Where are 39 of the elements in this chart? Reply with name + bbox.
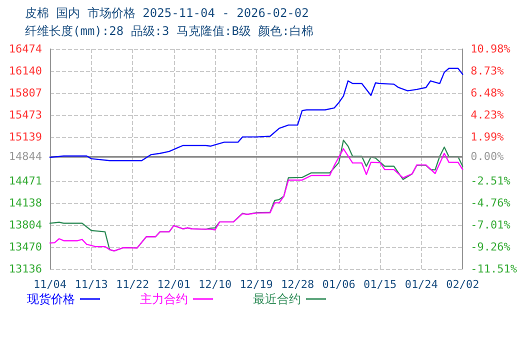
y2-tick-label: 1.99% bbox=[470, 130, 504, 144]
x-tick-label: 12/01 bbox=[157, 278, 190, 291]
y-tick-label: 15473 bbox=[8, 108, 42, 122]
y-tick-label: 13470 bbox=[8, 240, 42, 254]
y2-tick-label: -9.26% bbox=[470, 240, 511, 254]
y2-tick-label: 8.73% bbox=[470, 64, 504, 78]
x-tick-label: 02/02 bbox=[446, 278, 480, 291]
y-tick-label: 14138 bbox=[8, 196, 42, 210]
x-tick-label: 01/06 bbox=[322, 278, 356, 291]
line-series bbox=[49, 68, 464, 162]
y-tick-label: 14844 bbox=[8, 150, 42, 163]
y-tick-label: 16140 bbox=[8, 64, 42, 78]
y-tick-label: 13804 bbox=[8, 218, 42, 232]
y2-tick-label: 10.98% bbox=[470, 42, 511, 56]
legend-label: 现货价格 bbox=[27, 292, 75, 306]
y2-tick-label: -4.76% bbox=[470, 196, 511, 210]
y-tick-label: 14471 bbox=[8, 174, 42, 188]
x-tick-label: 01/15 bbox=[364, 278, 397, 291]
y2-tick-label: -11.51% bbox=[470, 262, 518, 276]
y2-tick-label: -7.01% bbox=[470, 218, 511, 232]
legend-label: 主力合约 bbox=[140, 292, 188, 306]
y-tick-label: 15139 bbox=[8, 130, 42, 144]
chart-title: 皮棉 国内 市场价格 2025-11-04 - 2026-02-02 bbox=[25, 6, 309, 20]
y2-tick-label: 6.48% bbox=[470, 86, 504, 100]
x-tick-label: 01/24 bbox=[404, 278, 438, 291]
x-tick-label: 11/04 bbox=[33, 278, 67, 291]
x-tick-label: 12/10 bbox=[198, 278, 232, 291]
x-tick-label: 11/22 bbox=[116, 278, 150, 291]
y2-tick-label: 0.00% bbox=[470, 150, 504, 163]
y-tick-label: 16474 bbox=[8, 42, 42, 56]
y-tick-label: 13136 bbox=[8, 262, 42, 276]
x-tick-label: 12/28 bbox=[281, 278, 314, 291]
legend-label: 最近合约 bbox=[253, 292, 301, 306]
y2-tick-label: 4.23% bbox=[470, 108, 504, 122]
y2-tick-label: -2.51% bbox=[470, 174, 511, 188]
y-tick-label: 15807 bbox=[8, 86, 42, 100]
x-tick-label: 11/13 bbox=[74, 278, 108, 291]
chart-subtitle: 纤维长度(mm):28 品级:3 马克隆值:B级 颜色:白棉 bbox=[25, 24, 314, 38]
x-tick-label: 12/19 bbox=[240, 278, 273, 291]
